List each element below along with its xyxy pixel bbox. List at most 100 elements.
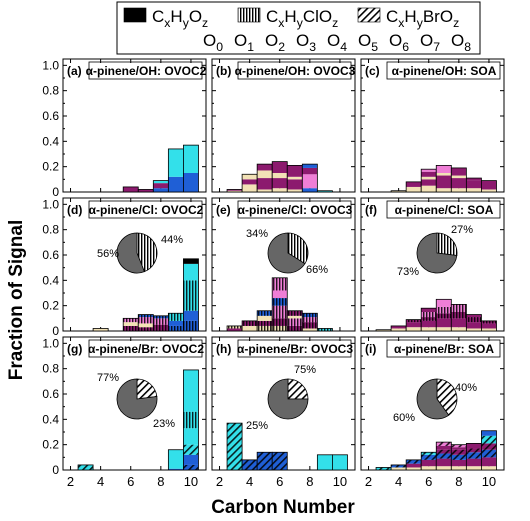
panel-title-text: α-pinene/Br: OVOC2 — [88, 342, 204, 356]
bar-segment — [451, 447, 467, 450]
panel-title-box — [88, 61, 203, 80]
bar-hatch — [153, 315, 169, 319]
bar-segment — [138, 189, 154, 192]
bar-hatch — [421, 454, 437, 460]
bar-segment — [421, 466, 437, 470]
bar-segment — [168, 449, 184, 469]
bar-stack-outline — [481, 320, 497, 332]
bar-segment — [466, 466, 482, 470]
bar-hatch — [138, 327, 154, 331]
bar-hatch — [183, 280, 199, 311]
bar-hatch — [451, 312, 467, 319]
panels: 0 0.2 0.4 0.6 0.8 1.0 (a) α-pinene/OH: OVOC2 (b)… — [42, 58, 505, 489]
bar-hatch — [242, 459, 258, 470]
bar-hatch — [451, 444, 467, 448]
panel-g: 0 0.2 0.4 0.6 0.8 1.0 2 4 6 8 10 (g) α-pinene/Br: OV… — [42, 336, 207, 489]
pie-slice-oxygenated — [116, 378, 158, 420]
bar-segment — [242, 179, 258, 185]
bar-hatch — [183, 444, 199, 455]
bar-segment — [436, 188, 452, 192]
x-tick-label: 10 — [333, 474, 347, 489]
bar-segment — [391, 325, 407, 329]
bar-segment — [123, 322, 139, 326]
bar-segment — [183, 263, 199, 281]
panel-title-box — [386, 339, 501, 358]
panel-title-text: α-pinene/OH: SOA — [392, 64, 497, 78]
bar-segment — [227, 328, 243, 331]
y-tick-label: 0.6 — [42, 109, 59, 123]
bar-segment — [302, 164, 318, 168]
bar-segment — [272, 173, 288, 179]
panel-title-box — [237, 200, 352, 219]
bar-segment — [302, 174, 318, 189]
bar-hatch — [436, 453, 452, 459]
panel-title: (c) α-pinene/OH: SOA — [365, 61, 501, 80]
bar-hatch — [406, 319, 422, 323]
bar-hatch — [183, 320, 199, 331]
bar-segment — [183, 428, 199, 445]
bar-segment — [302, 188, 318, 192]
bar-segment — [406, 322, 422, 328]
bar-hatch — [123, 318, 139, 323]
bar-segment — [257, 164, 273, 171]
bar-hatch — [153, 324, 169, 331]
x-tick-label: 4 — [97, 474, 104, 489]
panel-letter: (f) — [365, 203, 377, 217]
bar-hatch — [257, 310, 273, 316]
legend-label: CxHyClOz — [266, 7, 338, 30]
bar-segment — [227, 190, 243, 192]
bar-segment — [242, 184, 258, 192]
bar-hatch — [227, 325, 243, 329]
panel-letter: (a) — [67, 64, 82, 78]
bar-segment — [421, 320, 437, 328]
y-tick-label: 1.0 — [42, 58, 59, 72]
bar-segment — [376, 329, 392, 331]
bar-stack-outline — [183, 258, 199, 332]
pie-slice-halogen — [287, 378, 309, 400]
bar-segment — [93, 328, 109, 331]
legend-label: CxHyOz — [152, 7, 208, 30]
legend-oxygen-0: O0 — [203, 31, 223, 54]
bar-stack-outline — [301, 312, 318, 332]
bar-segment — [481, 457, 497, 467]
bar-hatch — [183, 464, 199, 470]
bar-segment — [391, 328, 407, 331]
y-tick-label: 0 — [52, 463, 59, 477]
bar-hatch — [481, 435, 497, 444]
bar-hatch — [257, 320, 273, 326]
bar-hatch — [257, 452, 273, 470]
bar-hatch — [272, 298, 288, 306]
panel-letter: (i) — [365, 342, 376, 356]
panel-title-box — [237, 61, 352, 80]
bar-segment — [421, 179, 437, 186]
panel-title: (f) α-pinene/Cl: SOA — [365, 200, 501, 219]
panel-a: 0 0.2 0.4 0.6 0.8 1.0 (a) α-pinene/OH: OVOC2 — [42, 58, 206, 199]
pie-label: 25% — [246, 420, 268, 432]
legend-oxygen-7: O7 — [420, 31, 440, 54]
bar-segment — [481, 328, 497, 331]
legend-oxygen-6: O6 — [389, 31, 409, 54]
pie-label: 34% — [246, 228, 268, 240]
bar-segment — [481, 466, 497, 470]
bar-segment — [481, 180, 497, 190]
legend-swatch-solid — [123, 7, 147, 23]
bar-segment — [123, 186, 139, 192]
x-tick-label: 8 — [157, 474, 164, 489]
bar-segment — [272, 188, 288, 192]
bar-segment — [153, 188, 169, 192]
panel-letter: (b) — [216, 64, 231, 78]
bar-segment — [466, 314, 482, 318]
x-tick-label: 8 — [455, 474, 462, 489]
bar-segment — [183, 258, 199, 264]
bar-segment — [436, 165, 452, 173]
x-tick-label: 6 — [425, 474, 432, 489]
bar-segment — [287, 179, 303, 190]
y-tick-label: 0 — [52, 324, 59, 338]
bar-segment — [436, 173, 452, 176]
bar-hatch — [436, 442, 452, 446]
bar-hatch — [272, 452, 288, 470]
x-tick-label: 6 — [127, 474, 134, 489]
pie-label: 40% — [455, 382, 477, 394]
bar-segment — [451, 167, 467, 176]
